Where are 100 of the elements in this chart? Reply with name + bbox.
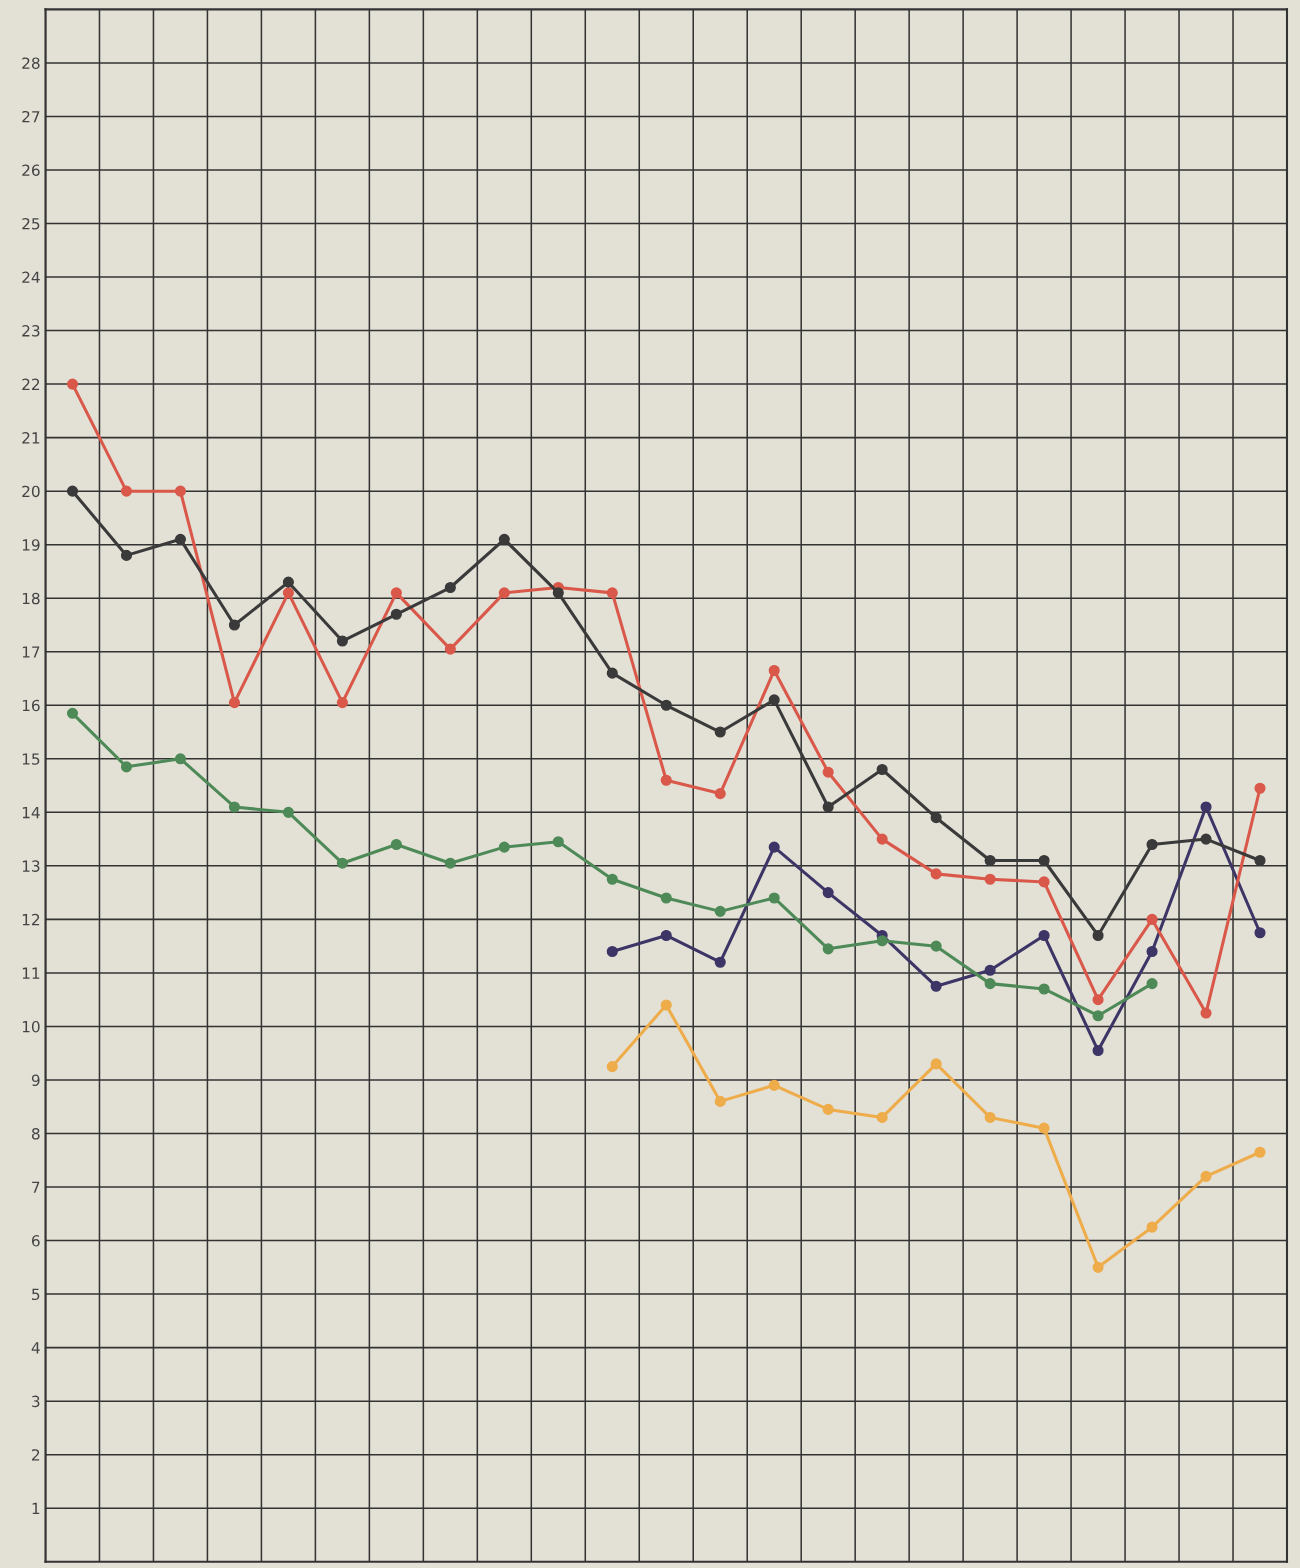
point	[552, 836, 564, 848]
point	[390, 608, 402, 620]
point	[66, 485, 79, 497]
y-tick-label: 20	[22, 485, 40, 498]
point	[768, 892, 780, 904]
point	[660, 699, 672, 711]
y-tick-label: 7	[32, 1181, 40, 1193]
y-tick-label: 4	[31, 1342, 40, 1354]
y-tick-label: 9	[31, 1074, 40, 1086]
y-tick-label: 22	[22, 378, 40, 390]
point	[1038, 876, 1050, 888]
y-tick-label: 28	[22, 57, 40, 69]
point	[498, 841, 510, 853]
point	[984, 873, 996, 885]
y-tick-label: 13	[22, 860, 40, 872]
y-tick-label: 5	[32, 1288, 40, 1301]
point	[768, 664, 780, 677]
point	[282, 576, 294, 588]
point	[714, 788, 726, 800]
point	[1254, 927, 1266, 939]
point	[1146, 978, 1158, 990]
y-tick-label: 2	[32, 1449, 40, 1461]
point	[1254, 1146, 1266, 1158]
point	[714, 905, 726, 917]
point	[930, 940, 942, 952]
y-tick-label: 12	[22, 913, 40, 926]
point	[930, 868, 942, 880]
point	[930, 1058, 942, 1070]
point	[768, 1079, 780, 1091]
point	[1038, 1122, 1050, 1134]
point	[444, 581, 456, 594]
point	[336, 857, 348, 869]
point	[228, 697, 240, 709]
point	[390, 587, 402, 599]
point	[606, 1061, 618, 1073]
point	[984, 978, 996, 990]
y-tick-label: 27	[22, 110, 40, 123]
y-tick-label: 21	[22, 432, 40, 444]
y-tick-label: 26	[22, 164, 40, 177]
point	[336, 635, 348, 647]
point	[174, 753, 187, 765]
point	[714, 1095, 726, 1107]
point	[606, 873, 618, 885]
point	[282, 587, 294, 599]
point	[1146, 1221, 1158, 1233]
point	[120, 761, 133, 773]
y-tick-label: 3	[32, 1395, 40, 1408]
point	[984, 854, 996, 867]
point	[714, 956, 726, 968]
y-tick-label: 19	[22, 539, 40, 551]
point	[1254, 854, 1266, 867]
y-tick-label: 18	[22, 592, 40, 605]
point	[120, 549, 133, 561]
point	[552, 587, 564, 599]
point	[1200, 1007, 1212, 1019]
y-tick-label: 23	[22, 325, 40, 337]
point	[768, 841, 780, 853]
point	[66, 378, 79, 390]
point	[1200, 1170, 1212, 1182]
point	[822, 766, 834, 778]
point	[1092, 994, 1104, 1006]
point	[930, 980, 942, 992]
point	[1254, 782, 1266, 794]
point	[660, 892, 672, 904]
point	[1092, 1044, 1104, 1057]
point	[174, 485, 187, 497]
point	[876, 833, 888, 845]
point	[822, 1103, 834, 1115]
point	[228, 619, 240, 631]
point	[660, 929, 672, 942]
y-tick-label: 14	[22, 807, 40, 819]
point	[660, 999, 672, 1011]
point	[336, 697, 348, 709]
y-tick-label: 11	[22, 967, 40, 979]
point	[606, 667, 618, 679]
point	[1146, 945, 1158, 958]
point	[606, 945, 618, 958]
point	[1092, 1010, 1104, 1022]
y-tick-label: 1	[32, 1502, 40, 1514]
point	[822, 801, 834, 813]
point	[1092, 929, 1104, 942]
point	[1146, 838, 1158, 851]
point	[876, 1111, 888, 1123]
point	[498, 587, 510, 599]
point	[606, 587, 618, 599]
point	[822, 887, 834, 899]
point	[1200, 801, 1212, 813]
y-tick-label: 17	[22, 646, 40, 658]
point	[876, 763, 888, 776]
y-tick-label: 10	[22, 1020, 40, 1033]
point	[1146, 913, 1158, 925]
y-tick-label: 16	[22, 699, 40, 712]
point	[822, 943, 834, 955]
point	[984, 1111, 996, 1123]
point	[1200, 833, 1212, 845]
point	[444, 857, 456, 869]
point	[120, 485, 133, 497]
y-tick-label: 25	[22, 217, 40, 230]
point	[876, 935, 888, 947]
point	[984, 964, 996, 976]
